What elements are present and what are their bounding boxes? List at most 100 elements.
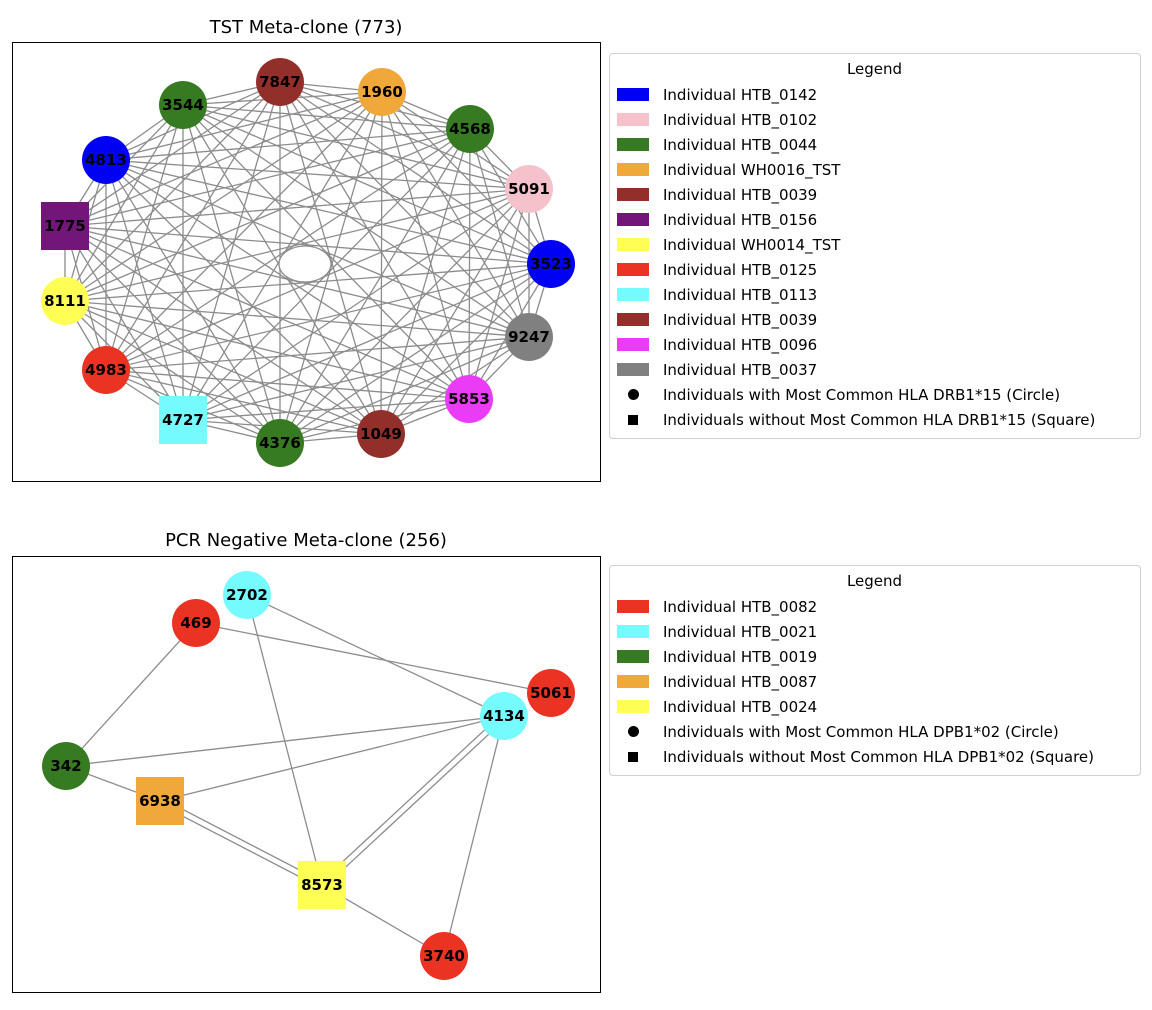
legend-label: Individuals with Most Common HLA DRB1*15… (663, 385, 1061, 404)
graph-edge (279, 81, 382, 435)
graph-edge (182, 104, 552, 265)
pcr-legend: Legend Individual HTB_0082 Individual HTB… (609, 565, 1141, 776)
legend-item: Individual HTB_0087 (617, 669, 1132, 694)
legend-shape-item: Individuals with Most Common HLA DRB1*15… (617, 382, 1132, 407)
graph-node: 4568 (446, 105, 494, 153)
graph-node: 4376 (256, 419, 304, 467)
legend-label: Individual HTB_0096 (663, 335, 818, 354)
graph-edge (182, 104, 281, 444)
graph-edge (159, 715, 505, 802)
node-circle-marker (82, 136, 130, 184)
graph-node: 5853 (445, 375, 493, 423)
legend-swatch (617, 288, 649, 301)
graph-node: 6938 (136, 777, 184, 825)
graph-edge (105, 159, 552, 265)
graph-edge (182, 336, 530, 421)
graph-edge (161, 797, 324, 883)
node-label: 4727 (162, 411, 204, 429)
legend-label: Individual HTB_0113 (663, 285, 818, 304)
legend-label: Individual WH0014_TST (663, 235, 841, 254)
node-circle-marker (446, 105, 494, 153)
node-circle-marker (41, 277, 89, 325)
node-circle-marker (256, 58, 304, 106)
node-circle-marker (480, 692, 528, 740)
node-circle-marker (42, 742, 90, 790)
legend-item: Individual HTB_0082 (617, 594, 1132, 619)
node-label: 4568 (449, 120, 491, 138)
graph-node: 4813 (82, 136, 130, 184)
node-label: 2702 (226, 586, 268, 604)
node-label: 469 (180, 614, 211, 632)
node-label: 3523 (530, 255, 572, 273)
graph-edge (65, 715, 505, 767)
graph-edge (105, 369, 470, 400)
legend-swatch (617, 138, 649, 151)
node-label: 3740 (423, 947, 465, 965)
graph-edge (158, 803, 321, 889)
graph-edge (381, 91, 470, 400)
graph-edge (380, 128, 471, 435)
graph-edge (105, 91, 383, 371)
graph-edge (64, 300, 530, 338)
node-circle-marker (82, 346, 130, 394)
graph-edge (381, 91, 552, 265)
legend-swatch (617, 338, 649, 351)
graph-node: 3740 (420, 932, 468, 980)
legend-item: Individual HTB_0024 (617, 694, 1132, 719)
legend-item: Individual HTB_0113 (617, 282, 1132, 307)
graph-edge (182, 104, 470, 400)
legend-title: Legend (846, 60, 903, 78)
graph-edge (64, 225, 184, 421)
node-label: 8111 (44, 292, 86, 310)
legend-swatch (617, 88, 649, 101)
graph-edge (64, 300, 470, 400)
graph-edge (64, 104, 184, 302)
legend-title: Legend (846, 572, 903, 590)
graph-edge (105, 369, 382, 435)
graph-edge (182, 104, 471, 130)
node-label: 5061 (530, 684, 572, 702)
legend-item: Individual HTB_0019 (617, 644, 1132, 669)
graph-node: 4983 (82, 346, 130, 394)
node-label: 4813 (85, 151, 127, 169)
graph-node: 5091 (505, 165, 553, 213)
graph-edge (105, 263, 552, 371)
legend-shape-item: Individuals with Most Common HLA DPB1*02… (617, 719, 1132, 744)
graph-edge (182, 104, 530, 190)
graph-edge (381, 91, 530, 338)
legend-swatch (617, 600, 649, 613)
legend-swatch (617, 163, 649, 176)
legend-item: Individual HTB_0044 (617, 132, 1132, 157)
legend-item: Individual WH0014_TST (617, 232, 1132, 257)
legend-item: Individual HTB_0039 (617, 307, 1132, 332)
graph-edge (246, 594, 505, 717)
graph-node: 1960 (358, 68, 406, 116)
graph-edge (105, 104, 184, 371)
edges (64, 81, 552, 444)
graph-edge (182, 81, 281, 421)
graph-edge (105, 336, 530, 371)
legend-label: Individual HTB_0156 (663, 210, 818, 229)
graph-edge (64, 91, 383, 302)
graph-edge (105, 81, 281, 371)
tst-panel: TST Meta-clone (773) 7847 1960 4568 5091 352… (0, 0, 1152, 500)
node-label: 3544 (162, 96, 204, 114)
graph-node: 5061 (527, 669, 575, 717)
graph-edge (380, 188, 530, 435)
legend-swatch (617, 650, 649, 663)
edges (65, 594, 552, 957)
square-marker-icon (617, 750, 649, 763)
graph-edge (443, 715, 505, 957)
graph-node: 3523 (527, 240, 575, 288)
node-label: 1775 (44, 217, 86, 235)
node-square-marker (136, 777, 184, 825)
legend-label: Individual WH0016_TST (663, 160, 841, 179)
legend-label: Individuals without Most Common HLA DPB1… (663, 747, 1095, 766)
legend-label: Individual HTB_0021 (663, 622, 818, 641)
legend-item: Individual HTB_0102 (617, 107, 1132, 132)
graph-node: 8573 (298, 861, 346, 909)
legend-label: Individual HTB_0044 (663, 135, 818, 154)
legend-label: Individual HTB_0039 (663, 185, 818, 204)
node-label: 4134 (483, 707, 525, 725)
